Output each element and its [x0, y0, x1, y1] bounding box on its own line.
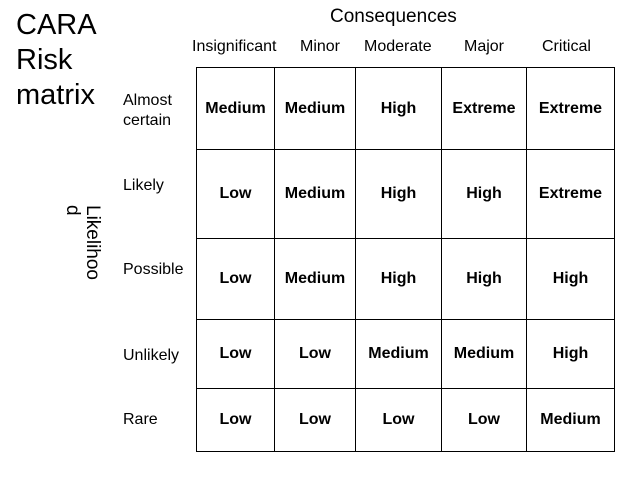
- risk-cell: Low: [197, 389, 275, 452]
- column-header-moderate: Moderate: [364, 38, 432, 55]
- risk-cell: Medium: [275, 239, 356, 320]
- risk-cell: High: [356, 150, 442, 239]
- row-label-unlikely: Unlikely: [123, 347, 180, 364]
- risk-cell: High: [527, 320, 615, 389]
- risk-cell: High: [442, 239, 527, 320]
- likelihood-axis-title: Likelihoo d: [62, 205, 103, 280]
- row-label-possible: Possible: [123, 261, 184, 278]
- risk-cell: Medium: [275, 150, 356, 239]
- title-line: CARA: [16, 9, 97, 41]
- row-label-almost-certain: Almost certain: [123, 92, 172, 129]
- risk-cell: High: [527, 239, 615, 320]
- risk-matrix-grid: Medium Medium High Extreme Extreme Low M…: [196, 67, 615, 452]
- risk-cell: Medium: [442, 320, 527, 389]
- row-label-likely: Likely: [123, 177, 164, 194]
- title-line: Risk: [16, 44, 73, 76]
- risk-cell: Extreme: [442, 68, 527, 150]
- risk-cell: Low: [197, 239, 275, 320]
- risk-cell: Medium: [527, 389, 615, 452]
- column-header-major: Major: [464, 38, 505, 55]
- risk-cell: Low: [356, 389, 442, 452]
- risk-cell: Low: [275, 320, 356, 389]
- risk-cell: High: [356, 68, 442, 150]
- risk-cell: Extreme: [527, 150, 615, 239]
- risk-cell: Low: [197, 150, 275, 239]
- matrix-title: CARA Risk matrix: [16, 8, 97, 113]
- risk-cell: Extreme: [527, 68, 615, 150]
- risk-cell: Low: [442, 389, 527, 452]
- risk-cell: Low: [275, 389, 356, 452]
- column-header-minor: Minor: [300, 38, 341, 55]
- consequences-axis-title: Consequences: [330, 6, 457, 27]
- column-header-insignificant: Insignificant: [192, 38, 277, 55]
- risk-cell: Low: [197, 320, 275, 389]
- risk-cell: High: [442, 150, 527, 239]
- risk-cell: Medium: [197, 68, 275, 150]
- title-line: matrix: [16, 79, 95, 111]
- risk-cell: Medium: [275, 68, 356, 150]
- row-label-rare: Rare: [123, 411, 158, 428]
- risk-cell: High: [356, 239, 442, 320]
- column-header-critical: Critical: [542, 38, 591, 55]
- risk-cell: Medium: [356, 320, 442, 389]
